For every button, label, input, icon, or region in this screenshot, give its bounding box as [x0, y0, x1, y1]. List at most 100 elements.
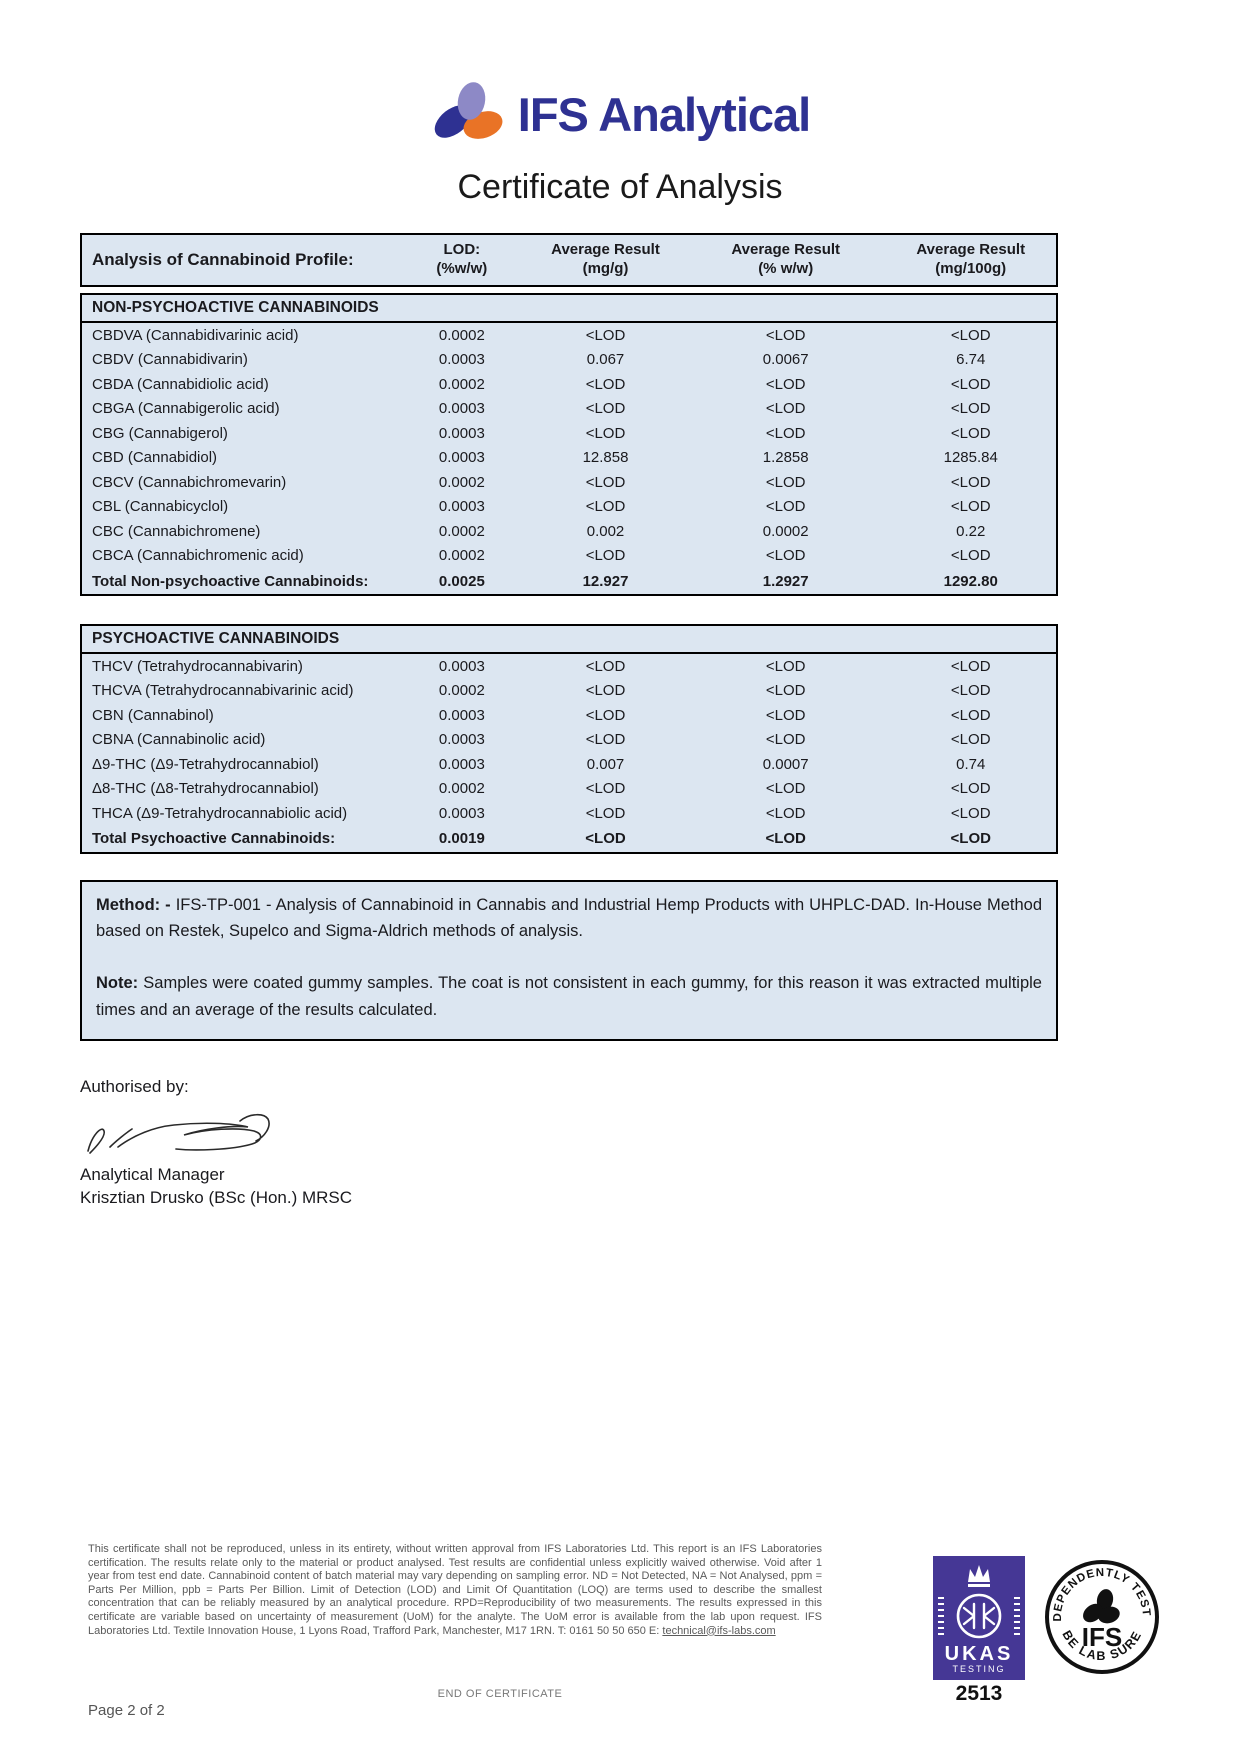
mg100g-cell: <LOD	[950, 657, 991, 675]
authorisation-block: Authorised by: Analytical Manager Kriszt…	[80, 1077, 1240, 1210]
seal-trefoil-icon	[1083, 1589, 1120, 1624]
lod-cell: 0.0002	[438, 375, 485, 393]
lod-cell: 0.0003	[438, 804, 485, 822]
analyte-cell: CBL (Cannabicyclol)	[92, 498, 229, 516]
analyte-cell: CBCV (Cannabichromevarin)	[92, 473, 287, 491]
mg100g-cell: <LOD	[950, 375, 991, 393]
mg100g-cell: 1285.84	[943, 449, 998, 467]
ifs-seal: INDEPENDENTLY TESTED BE LAB SURE IFS	[1038, 1549, 1161, 1681]
analyte-cell: Δ9-THC (Δ9-Tetrahydrocannabiol)	[92, 755, 319, 773]
pctww-cell: 1.2858	[762, 449, 809, 467]
mgg-cell: <LOD	[585, 400, 626, 418]
mgg-cell: 12.927	[582, 572, 629, 590]
mgg-cell: <LOD	[585, 804, 626, 822]
analyte-cell: CBDVA (Cannabidivarinic acid)	[92, 326, 299, 344]
ifs-seal-icon: INDEPENDENTLY TESTED BE LAB SURE IFS	[1038, 1549, 1159, 1674]
analyte-cell: THCV (Tetrahydrocannabivarin)	[92, 657, 303, 675]
pctww-cell: 1.2927	[762, 572, 809, 590]
header-mg100g-line1: Average Result	[916, 241, 1026, 259]
page-title: Certificate of Analysis	[457, 168, 783, 206]
table-row: THCA (Δ9-Tetrahydrocannabiolic acid) 0.00…	[82, 801, 1056, 826]
header-avg-mgg: Average Result (mg/g)	[525, 241, 686, 279]
header-pctww-line1: Average Result	[731, 241, 841, 259]
analyte-cell: Total Non-psychoactive Cannabinoids:	[92, 572, 369, 590]
table-row: CBL (Cannabicyclol) 0.0003 <LOD <LOD <LOD	[82, 495, 1056, 520]
section-title: PSYCHOACTIVE CANNABINOIDS	[82, 626, 1056, 654]
pctww-cell: <LOD	[765, 804, 806, 822]
mg100g-cell: <LOD	[950, 326, 991, 344]
contact-email-link[interactable]: technical@ifs-labs.com	[662, 1624, 776, 1637]
pctww-cell: <LOD	[765, 375, 806, 393]
lod-cell: 0.0002	[438, 682, 485, 700]
table-row: THCVA (Tetrahydrocannabivarinic acid) 0.0…	[82, 679, 1056, 704]
mg100g-cell: <LOD	[950, 830, 991, 847]
table-row: CBNA (Cannabinolic acid) 0.0003 <LOD <LOD <L…	[82, 728, 1056, 753]
ukas-logo: UKAS TESTING	[933, 1556, 1025, 1685]
total-row: Total Psychoactive Cannabinoids: 0.0019 <L…	[82, 826, 1056, 852]
table-row: CBN (Cannabinol) 0.0003 <LOD <LOD <LOD	[82, 703, 1056, 728]
ukas-mark-icon: UKAS TESTING	[933, 1556, 1025, 1680]
mgg-cell: <LOD	[585, 424, 626, 442]
analyte-cell: THCVA (Tetrahydrocannabivarinic acid)	[92, 682, 354, 700]
pctww-cell: <LOD	[765, 326, 806, 344]
method-label: Method: -	[96, 895, 171, 914]
pctww-cell: <LOD	[765, 424, 806, 442]
header-lod: LOD: (%w/w)	[399, 241, 526, 279]
lod-cell: 0.0002	[438, 522, 485, 540]
table-row: CBGA (Cannabigerolic acid) 0.0003 <LOD <LOD…	[82, 397, 1056, 422]
table-row: CBDV (Cannabidivarin) 0.0003 0.067 0.0067 6.…	[82, 348, 1056, 373]
mgg-cell: <LOD	[585, 706, 626, 724]
section-title: NON-PSYCHOACTIVE CANNABINOIDS	[82, 295, 1056, 323]
svg-text:TESTING: TESTING	[952, 1664, 1005, 1674]
mgg-cell: <LOD	[585, 682, 626, 700]
mg100g-cell: 0.74	[956, 755, 986, 773]
pctww-cell: <LOD	[765, 547, 806, 565]
mgg-cell: <LOD	[585, 326, 626, 344]
table-section: NON-PSYCHOACTIVE CANNABINOIDS CBDVA (Cann…	[80, 293, 1058, 596]
header-mgg-line1: Average Result	[551, 241, 660, 259]
table-row: CBDA (Cannabidiolic acid) 0.0002 <LOD <LOD <…	[82, 372, 1056, 397]
ukas-accreditation-number: 2513	[955, 1682, 1003, 1705]
lod-cell: 0.0025	[438, 572, 485, 590]
analyte-cell: CBCA (Cannabichromenic acid)	[92, 547, 304, 565]
analyte-cell: CBGA (Cannabigerolic acid)	[92, 400, 280, 418]
note-text: Samples were coated gummy samples. The c…	[96, 974, 1042, 1019]
lod-cell: 0.0003	[438, 498, 485, 516]
brand-name: IFS Analytical	[517, 87, 811, 141]
authoriser-name: Krisztian Drusko (BSc (Hon.) MRSC	[80, 1188, 353, 1207]
header-mg100g-line2: (mg/100g)	[935, 260, 1007, 277]
mg100g-cell: <LOD	[950, 424, 991, 442]
header-avg-mg100g: Average Result (mg/100g)	[886, 241, 1056, 279]
header-avg-pctww: Average Result (% w/w)	[686, 241, 886, 279]
mgg-cell: 12.858	[582, 449, 629, 467]
lod-cell: 0.0002	[438, 780, 485, 798]
lod-cell: 0.0002	[438, 326, 485, 344]
pctww-cell: <LOD	[765, 473, 806, 491]
analyte-cell: CBDA (Cannabidiolic acid)	[92, 375, 269, 393]
pctww-cell: <LOD	[765, 780, 806, 798]
note-paragraph: Note: Samples were coated gummy samples.…	[96, 970, 1042, 1023]
pctww-cell: <LOD	[765, 731, 806, 749]
lod-cell: 0.0003	[438, 706, 485, 724]
analyte-cell: CBNA (Cannabinolic acid)	[92, 731, 266, 749]
method-paragraph: Method: - IFS-TP-001 - Analysis of Canna…	[96, 892, 1042, 945]
mgg-cell: <LOD	[585, 830, 626, 847]
lod-cell: 0.0002	[438, 473, 485, 491]
pctww-cell: <LOD	[765, 400, 806, 418]
header-analyte: Analysis of Cannabinoid Profile:	[92, 250, 354, 270]
lod-cell: 0.0003	[438, 755, 485, 773]
svg-text:UKAS: UKAS	[945, 1643, 1014, 1665]
mgg-cell: 0.002	[586, 522, 625, 540]
total-row: Total Non-psychoactive Cannabinoids: 0.00…	[82, 568, 1056, 594]
lod-cell: 0.0003	[438, 657, 485, 675]
table-row: CBCA (Cannabichromenic acid) 0.0002 <LOD <L…	[82, 544, 1056, 569]
analyte-cell: CBC (Cannabichromene)	[92, 522, 261, 540]
pctww-cell: <LOD	[765, 682, 806, 700]
note-label: Note:	[96, 974, 139, 993]
lod-cell: 0.0003	[438, 449, 485, 467]
pctww-cell: <LOD	[765, 498, 806, 516]
mgg-cell: <LOD	[585, 498, 626, 516]
lod-cell: 0.0003	[438, 351, 485, 369]
pctww-cell: <LOD	[765, 657, 806, 675]
pctww-cell: 0.0067	[762, 351, 809, 369]
